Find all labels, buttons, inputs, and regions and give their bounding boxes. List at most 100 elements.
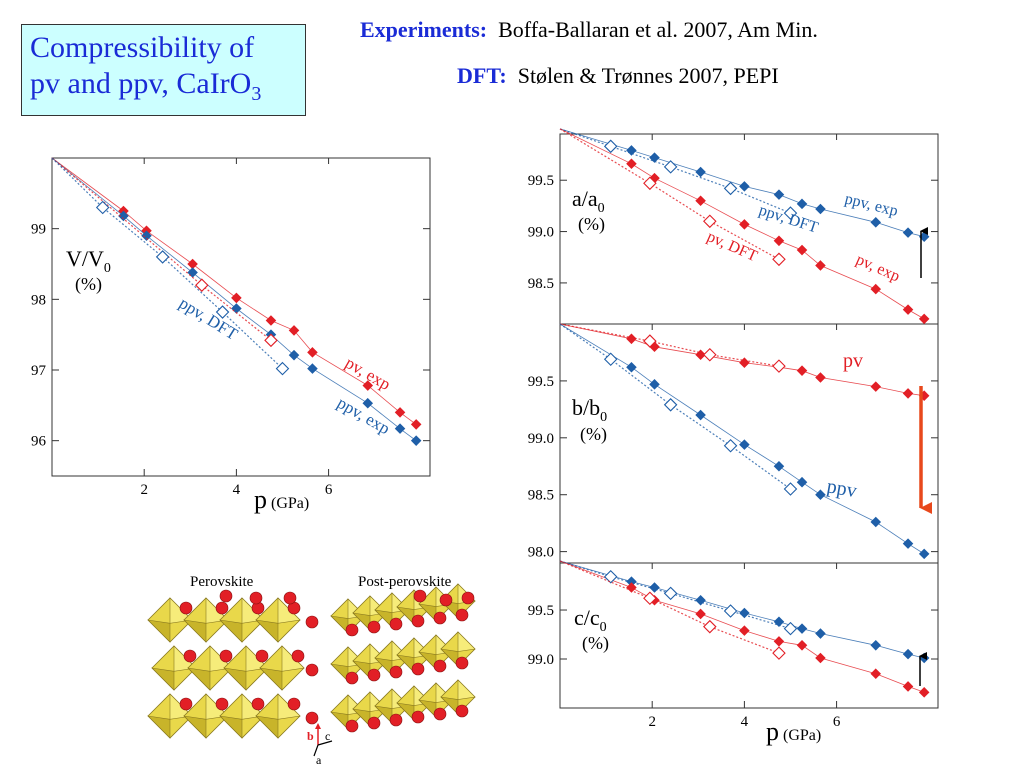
slide-title-line2-text: pv and ppv, CaIrO [30,67,252,100]
volume-xlabel-main: p [254,485,267,514]
c-axis-xtick-label: 4 [741,714,749,730]
calcium-atom [291,649,305,663]
a-axis-series-ppv-exp [559,128,930,242]
c-ylabel: c/c0 [574,605,607,635]
axis-c-label: c [325,729,330,743]
a-axis-data-point [739,219,750,230]
a-axis-data-point [783,206,798,220]
octahedron-shadow [330,615,349,634]
volume-plot-frame [51,157,431,477]
volume-data-point [410,435,422,446]
b-axis-data-point [870,516,882,528]
volume-ylabel: V/V0 [66,246,111,276]
c-axis-data-point [663,586,678,601]
octahedron-shadow [147,715,171,739]
a-annot-pv-exp: pv, exp [853,251,902,285]
a-annot-ppv-exp: ppv, exp [843,190,900,220]
calcium-atom [305,663,319,677]
a-axis-ytick-label: 99.5 [528,173,554,189]
volume-data-point [394,423,406,434]
calcium-atom [433,659,447,673]
calcium-atom [183,649,197,663]
octahedron-shadow [330,711,349,730]
c-axis-data-point [773,616,785,628]
volume-ylabel-main: V/V [66,246,104,271]
calcium-atom [389,617,403,631]
b-axis-data-point [772,359,786,373]
volume-data-point [141,230,152,242]
b-axis-data-point [649,379,660,390]
volume-data-point [307,363,318,374]
b-axis-data-point [783,482,798,496]
c-axis-series-pv-exp [559,560,930,698]
c-axis-data-point [703,619,717,634]
calcium-atom [455,608,469,622]
c-xlabel: p (GPa) [766,717,821,746]
post-perovskite-octahedron [440,679,476,715]
post-perovskite-label: Post-perovskite [358,574,452,590]
a-axis-data-point [626,145,637,156]
c-xlabel-main: p [766,717,779,746]
volume-data-point [95,200,110,215]
calcium-atom [367,716,381,730]
volume-ylabel-unit: (%) [75,274,102,295]
b-axis-series-ppv-exp [559,323,930,560]
octahedron-highlight [457,679,476,700]
b-ylabel-sub: 0 [600,410,607,425]
b-annot-pv: pv [843,350,863,372]
volume-xtick-label: 6 [325,482,333,498]
a-axis-data-point [603,139,618,154]
octahedron-shadow [183,619,207,643]
b-axis-data-point [796,365,808,376]
lattice-plot-frame [559,133,939,709]
a-axis-data-point [918,313,930,325]
a-axis-data-point [695,195,706,207]
b-axis-data-point [723,438,738,453]
chart-volume: 96 97 98 99 2 4 6 [31,157,430,498]
c-ylabel-main: c/c [574,605,600,630]
a-axis-data-point [902,304,914,315]
b-axis-ytick-label: 99.0 [528,431,554,447]
c-axis-data-point [723,604,738,618]
b-axis-data-point [739,439,750,450]
volume-data-point [195,278,209,292]
volume-data-point [118,210,129,222]
b-axis-ytick-label: 99.5 [528,374,554,390]
calcium-atom [433,707,447,721]
b-axis-data-point [796,476,808,488]
b-axis-data-point [739,357,750,368]
calcium-atom [367,668,381,682]
c-axis-xtick-label: 6 [833,714,841,730]
c-axis-data-point [603,569,618,584]
octahedron-shadow [183,715,207,739]
chart-b-axis: 98.0 98.5 99.0 99.5 [528,323,938,561]
chart-c-axis: 99.0 99.5 2 4 6 [528,560,938,730]
a-axis-data-point [626,158,637,170]
post-perovskite-octahedron [374,592,410,628]
volume-data-point [231,303,242,314]
c-axis-data-point [643,591,657,606]
calcium-atom [283,591,297,605]
c-axis-series-pv-dft [559,560,786,660]
a-axis-data-point [870,217,882,228]
volume-xtick-label: 2 [140,482,148,498]
calcium-atom [215,697,229,711]
calcium-atom [439,593,453,607]
volume-data-point [264,333,278,348]
a-axis-data-point [643,176,657,191]
c-axis-data-point [773,636,785,647]
octahedron-shadow [219,619,243,643]
slide-title-line1: Compressibility of [30,31,255,64]
c-axis-data-point [695,608,706,620]
dft-key: DFT: [457,63,507,88]
b-axis-data-point [703,347,717,362]
b-axis-data-point [815,489,826,500]
volume-ytick-label: 96 [31,434,47,450]
post-perovskite-structure-image [330,583,476,733]
c-axis-xtick-label: 2 [648,714,656,730]
b-axis-data-point [626,361,637,373]
calcium-atom [411,614,425,628]
c-axis-data-point [902,681,914,692]
octahedron-shadow [219,715,243,739]
volume-data-point [362,380,374,391]
